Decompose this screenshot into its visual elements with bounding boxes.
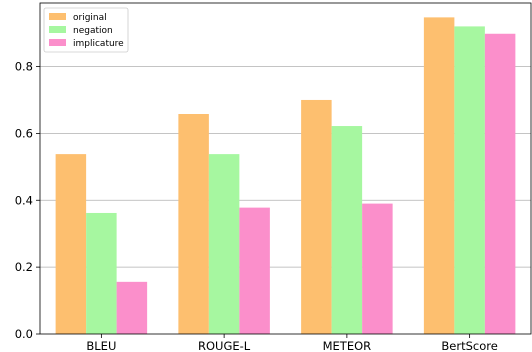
legend-label-original: original (73, 13, 107, 23)
axes: 0.0 0.2 0.4 0.6 0.8 BLEU ROUGE-L METEOR BertScor… (15, 2, 532, 352)
legend-swatch-negation (49, 26, 66, 33)
y-tick-label: 0.4 (15, 193, 33, 207)
bar-original-bertscore (423, 17, 455, 334)
bar-negation-bleu (86, 212, 117, 334)
bar-negation-meteor (331, 126, 363, 334)
y-tick-label: 0.6 (15, 126, 33, 140)
bar-original-rouge-l (178, 114, 209, 335)
legend-swatch-implicature (49, 39, 66, 46)
x-tick-label: ROUGE-L (198, 339, 251, 352)
bar-negation-rouge-l (208, 154, 240, 334)
x-tick-label: BertScore (441, 339, 497, 352)
bar-implicature-rouge-l (239, 207, 270, 334)
x-tick-label: METEOR (323, 339, 372, 352)
bar-original-meteor (301, 99, 332, 334)
bar-implicature-bertscore (484, 33, 516, 335)
y-tick-label: 0.2 (15, 260, 33, 274)
bars (55, 17, 516, 335)
x-tick-label: BLEU (86, 339, 116, 352)
legend-label-implicature: implicature (73, 39, 124, 49)
y-tick-label: 0.0 (15, 327, 33, 341)
bar-implicature-bleu (116, 281, 148, 334)
axes-frame (39, 2, 532, 335)
bar-negation-bertscore (454, 26, 485, 334)
y-tick-label: 0.8 (15, 60, 33, 74)
legend-swatch-original (49, 13, 66, 20)
legend: original negation implicature (43, 7, 129, 53)
bar-original-bleu (55, 154, 87, 334)
legend-label-negation: negation (73, 26, 113, 36)
bar-implicature-meteor (362, 203, 393, 334)
